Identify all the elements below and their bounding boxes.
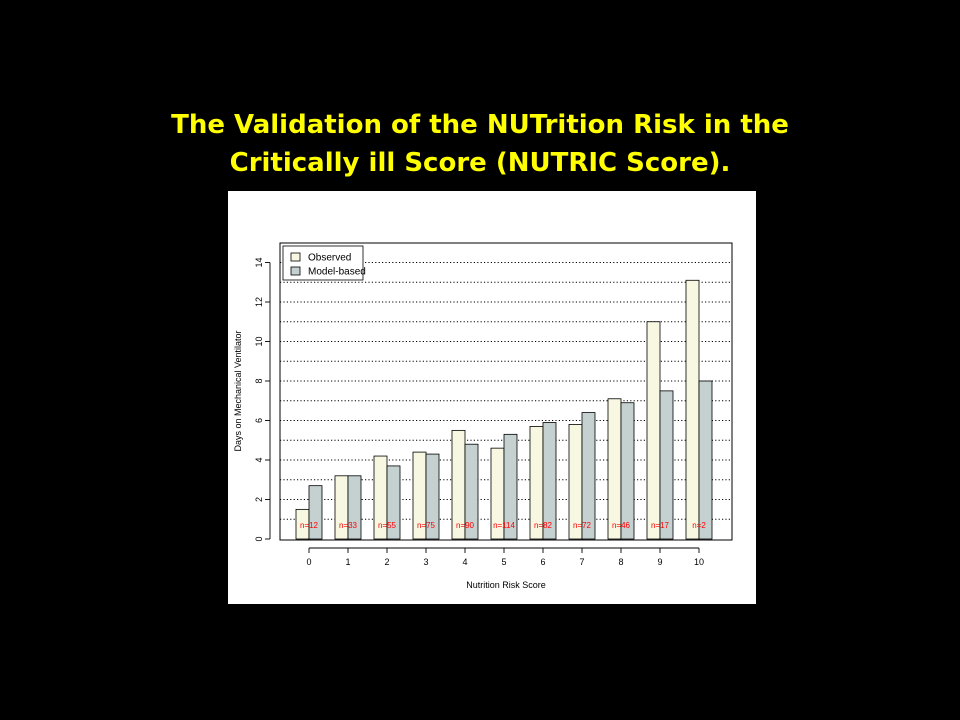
y-tick-label: 14	[254, 257, 264, 267]
x-tick-label: 7	[579, 557, 584, 567]
sample-size-label: n=12	[300, 521, 319, 530]
y-tick-label: 2	[254, 497, 264, 502]
y-axis-label: Days on Mechanical Ventilator	[233, 330, 243, 451]
x-tick-label: 2	[384, 557, 389, 567]
bar-observed-8	[607, 398, 622, 540]
sample-size-label: n=114	[493, 521, 515, 530]
slide-title-line-1: The Validation of the NUTrition Risk in …	[171, 110, 789, 140]
x-axis-label: Nutrition Risk Score	[466, 580, 546, 590]
x-tick-label: 4	[462, 557, 467, 567]
sample-size-label: n=55	[378, 521, 397, 530]
bar-model-based-9	[659, 390, 674, 540]
x-tick-label: 10	[694, 557, 704, 567]
sample-size-label: n=75	[417, 521, 436, 530]
bar-model-based-6	[542, 422, 557, 540]
bars-layer	[295, 279, 713, 540]
x-tick-label: 8	[618, 557, 623, 567]
x-axis: 0 1 2 3 4 5 6 7 8 9 10	[306, 547, 704, 567]
slide-title-line-2: Critically ill Score (NUTRIC Score).	[229, 148, 731, 178]
sample-size-label: n=82	[534, 521, 553, 530]
y-tick-label: 8	[254, 378, 264, 383]
x-tick-label: 3	[423, 557, 428, 567]
legend-label-observed: Observed	[308, 253, 351, 264]
bar-model-based-3	[425, 453, 440, 540]
bar-model-based-5	[503, 433, 518, 540]
x-tick-label: 1	[345, 557, 350, 567]
y-tick-label: 0	[254, 536, 264, 541]
x-tick-label: 5	[501, 557, 506, 567]
bar-model-based-0	[308, 485, 323, 540]
bar-chart: n=12 n=33 n=55 n=75 n=90 n=114 n=82 n=72 n=46 n=1…	[233, 242, 733, 590]
slide-title: The Validation of the NUTrition Risk in …	[0, 106, 960, 182]
legend-label-model-based: Model-based	[308, 267, 366, 278]
plot-frame	[279, 242, 733, 541]
annotation-layer: n=12 n=33 n=55 n=75 n=90 n=114 n=82 n=72 n=46 n=1…	[300, 521, 706, 530]
chart-card: n=12 n=33 n=55 n=75 n=90 n=114 n=82 n=72 n=46 n=1…	[228, 191, 756, 604]
sample-size-label: n=17	[651, 521, 670, 530]
sample-size-label: n=90	[456, 521, 475, 530]
bar-model-based-1	[347, 475, 362, 540]
sample-size-label: n=2	[692, 521, 706, 530]
bar-model-based-8	[620, 402, 635, 540]
bar-model-based-4	[464, 443, 479, 540]
x-tick-label: 0	[306, 557, 311, 567]
x-tick-label: 6	[540, 557, 545, 567]
legend: Observed Model-based	[282, 245, 366, 281]
bar-model-based-7	[581, 412, 596, 540]
y-tick-label: 10	[254, 336, 264, 346]
bar-model-based-2	[386, 465, 401, 540]
bar-model-based-10	[698, 380, 713, 540]
legend-swatch-observed	[290, 252, 301, 262]
y-tick-label: 4	[254, 457, 264, 462]
sample-size-label: n=72	[573, 521, 592, 530]
y-tick-label: 12	[254, 297, 264, 307]
legend-swatch-model-based	[290, 266, 301, 276]
bar-observed-9	[646, 321, 661, 540]
bar-observed-10	[685, 279, 700, 540]
x-tick-label: 9	[657, 557, 662, 567]
sample-size-label: n=46	[612, 521, 631, 530]
y-tick-label: 6	[254, 418, 264, 423]
y-axis: 0 2 4 6 8 10 12 14	[254, 257, 271, 542]
sample-size-label: n=33	[339, 521, 358, 530]
